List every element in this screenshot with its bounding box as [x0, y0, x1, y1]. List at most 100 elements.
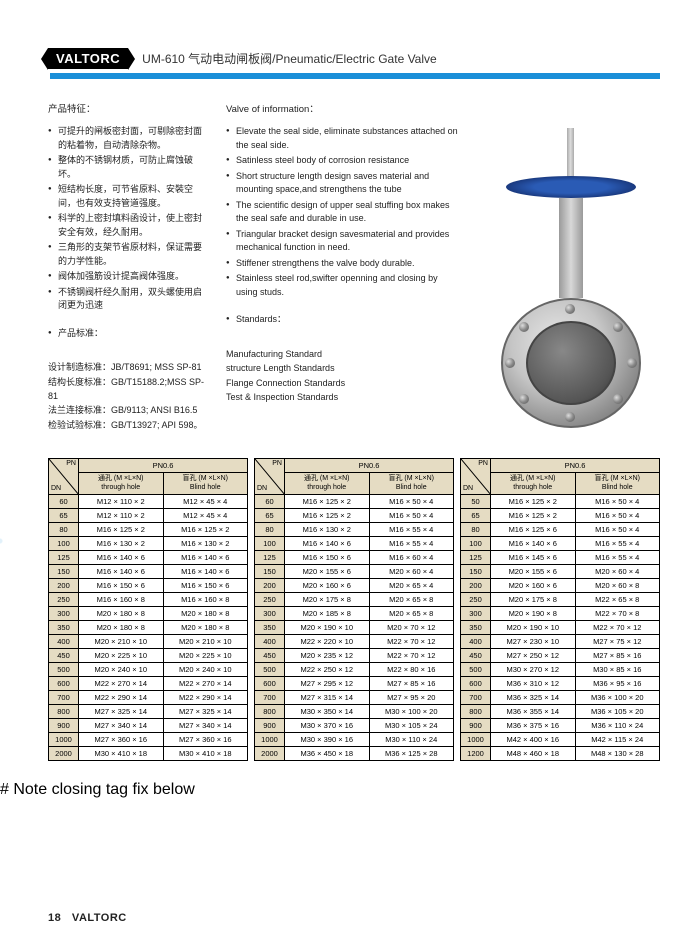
through-cell: M16 × 130 × 2 — [79, 536, 164, 550]
table-row: 60M16 × 125 × 2M16 × 50 × 4 — [255, 494, 454, 508]
table-row: 450M27 × 250 × 12M27 × 85 × 16 — [461, 648, 660, 662]
table-row: 700M27 × 315 × 14M27 × 95 × 20 — [255, 690, 454, 704]
blind-hole-header: 盲孔 (M ×L×N)Blind hole — [369, 473, 454, 495]
blind-cell: M20 × 65 × 8 — [369, 606, 454, 620]
through-cell: M22 × 290 × 14 — [79, 690, 164, 704]
blind-cell: M16 × 50 × 4 — [575, 508, 660, 522]
through-cell: M20 × 210 × 10 — [79, 634, 164, 648]
through-cell: M30 × 410 × 18 — [79, 746, 164, 760]
table-row: 1000M27 × 360 × 16M27 × 360 × 16 — [49, 732, 248, 746]
through-cell: M16 × 125 × 2 — [285, 494, 370, 508]
table-row: 250M20 × 175 × 8M20 × 65 × 8 — [255, 592, 454, 606]
cn-heading: 产品特征： — [48, 103, 208, 117]
en-bullet-item: The scientific design of upper seal stuf… — [226, 199, 458, 226]
column-chinese: 产品特征： 可提升的闸板密封面，可剔除密封面的粘着物，自动清除杂物。整体的不锈钢… — [48, 103, 208, 432]
through-cell: M48 × 460 × 18 — [491, 746, 576, 760]
en-bullet-item: Elevate the seal side, eliminate substan… — [226, 125, 458, 152]
dn-cell: 80 — [49, 522, 79, 536]
table-row: 125M16 × 150 × 6M16 × 60 × 4 — [255, 550, 454, 564]
through-cell: M27 × 250 × 12 — [491, 648, 576, 662]
blind-cell: M20 × 210 × 10 — [163, 634, 248, 648]
through-cell: M36 × 310 × 12 — [491, 676, 576, 690]
through-cell: M27 × 295 × 12 — [285, 676, 370, 690]
table-row: 100M16 × 140 × 6M16 × 55 × 4 — [461, 536, 660, 550]
through-cell: M20 × 190 × 10 — [491, 620, 576, 634]
en-bullet-item: Standards： — [226, 313, 458, 327]
en-standard-line: Flange Connection Standards — [226, 376, 458, 390]
through-cell: M16 × 130 × 2 — [285, 522, 370, 536]
blind-cell: M22 × 65 × 8 — [575, 592, 660, 606]
through-cell: M20 × 190 × 10 — [285, 620, 370, 634]
spec-table: PN DN PN0.6 通孔 (M ×L×N)through hole 盲孔 (… — [460, 458, 660, 761]
dn-cell: 125 — [461, 550, 491, 564]
table-row: 350M20 × 190 × 10M20 × 70 × 12 — [255, 620, 454, 634]
table-row: 300M20 × 180 × 8M20 × 180 × 8 — [49, 606, 248, 620]
through-cell: M16 × 125 × 2 — [285, 508, 370, 522]
dn-cell: 100 — [461, 536, 491, 550]
table-row: 400M20 × 210 × 10M20 × 210 × 10 — [49, 634, 248, 648]
table-row: 600M22 × 270 × 14M22 × 270 × 14 — [49, 676, 248, 690]
dn-cell: 300 — [461, 606, 491, 620]
through-hole-header: 通孔 (M ×L×N)through hole — [79, 473, 164, 495]
dn-cell: 65 — [49, 508, 79, 522]
table-row: 300M20 × 190 × 8M22 × 70 × 8 — [461, 606, 660, 620]
through-cell: M20 × 175 × 8 — [491, 592, 576, 606]
through-cell: M20 × 180 × 8 — [79, 620, 164, 634]
through-cell: M16 × 140 × 6 — [79, 550, 164, 564]
dn-cell: 600 — [49, 676, 79, 690]
dn-cell: 700 — [461, 690, 491, 704]
blind-cell: M20 × 180 × 8 — [163, 620, 248, 634]
dn-cell: 200 — [461, 578, 491, 592]
blind-cell: M16 × 160 × 8 — [163, 592, 248, 606]
through-cell: M12 × 110 × 2 — [79, 494, 164, 508]
table-row: 700M36 × 325 × 14M36 × 100 × 20 — [461, 690, 660, 704]
blind-cell: M16 × 130 × 2 — [163, 536, 248, 550]
blind-cell: M16 × 60 × 4 — [369, 550, 454, 564]
blind-cell: M42 × 115 × 24 — [575, 732, 660, 746]
dn-cell: 450 — [255, 648, 285, 662]
spec-table: PN DN PN0.6 通孔 (M ×L×N)through hole 盲孔 (… — [48, 458, 248, 761]
dn-cell: 100 — [255, 536, 285, 550]
through-cell: M16 × 150 × 6 — [79, 578, 164, 592]
through-cell: M12 × 110 × 2 — [79, 508, 164, 522]
blind-cell: M22 × 70 × 12 — [369, 648, 454, 662]
table-row: 900M36 × 375 × 16M36 × 110 × 24 — [461, 718, 660, 732]
dn-cell: 125 — [255, 550, 285, 564]
table-row: 80M16 × 125 × 2M16 × 125 × 2 — [49, 522, 248, 536]
table-row: 200M16 × 150 × 6M16 × 150 × 6 — [49, 578, 248, 592]
table-row: 65M16 × 125 × 2M16 × 50 × 4 — [255, 508, 454, 522]
table-row: 700M22 × 290 × 14M22 × 290 × 14 — [49, 690, 248, 704]
blind-cell: M36 × 95 × 16 — [575, 676, 660, 690]
table-row: 1000M42 × 400 × 16M42 × 115 × 24 — [461, 732, 660, 746]
cn-standards: 设计制造标准：JB/T8691; MSS SP-81结构长度标准：GB/T151… — [48, 360, 208, 432]
blind-cell: M20 × 60 × 4 — [369, 564, 454, 578]
blind-cell: M20 × 180 × 8 — [163, 606, 248, 620]
pn-dn-header: PN DN — [255, 459, 285, 495]
table-row: 65M16 × 125 × 2M16 × 50 × 4 — [461, 508, 660, 522]
blind-cell: M30 × 110 × 24 — [369, 732, 454, 746]
blind-cell: M30 × 100 × 20 — [369, 704, 454, 718]
dn-cell: 125 — [49, 550, 79, 564]
through-cell: M22 × 250 × 12 — [285, 662, 370, 676]
through-cell: M30 × 270 × 12 — [491, 662, 576, 676]
blind-cell: M16 × 50 × 4 — [575, 522, 660, 536]
brand-logo: VALTORC — [48, 48, 128, 69]
dn-cell: 1000 — [461, 732, 491, 746]
table-row: 800M30 × 350 × 14M30 × 100 × 20 — [255, 704, 454, 718]
blind-cell: M22 × 80 × 16 — [369, 662, 454, 676]
through-cell: M16 × 140 × 6 — [79, 564, 164, 578]
dn-cell: 800 — [49, 704, 79, 718]
blind-cell: M36 × 105 × 20 — [575, 704, 660, 718]
through-cell: M20 × 160 × 6 — [285, 578, 370, 592]
table-row: 400M27 × 230 × 10M27 × 75 × 12 — [461, 634, 660, 648]
through-cell: M16 × 140 × 6 — [491, 536, 576, 550]
through-cell: M27 × 230 × 10 — [491, 634, 576, 648]
table-row: 900M27 × 340 × 14M27 × 340 × 14 — [49, 718, 248, 732]
dn-cell: 60 — [255, 494, 285, 508]
dn-cell: 150 — [255, 564, 285, 578]
blind-cell: M30 × 105 × 24 — [369, 718, 454, 732]
table-row: 200M20 × 160 × 6M20 × 65 × 4 — [255, 578, 454, 592]
cn-bullet-item: 不锈钢阀杆经久耐用，双头螺使用启闭更为迅速 — [48, 286, 208, 313]
blind-cell: M16 × 55 × 4 — [369, 536, 454, 550]
dn-cell: 700 — [49, 690, 79, 704]
